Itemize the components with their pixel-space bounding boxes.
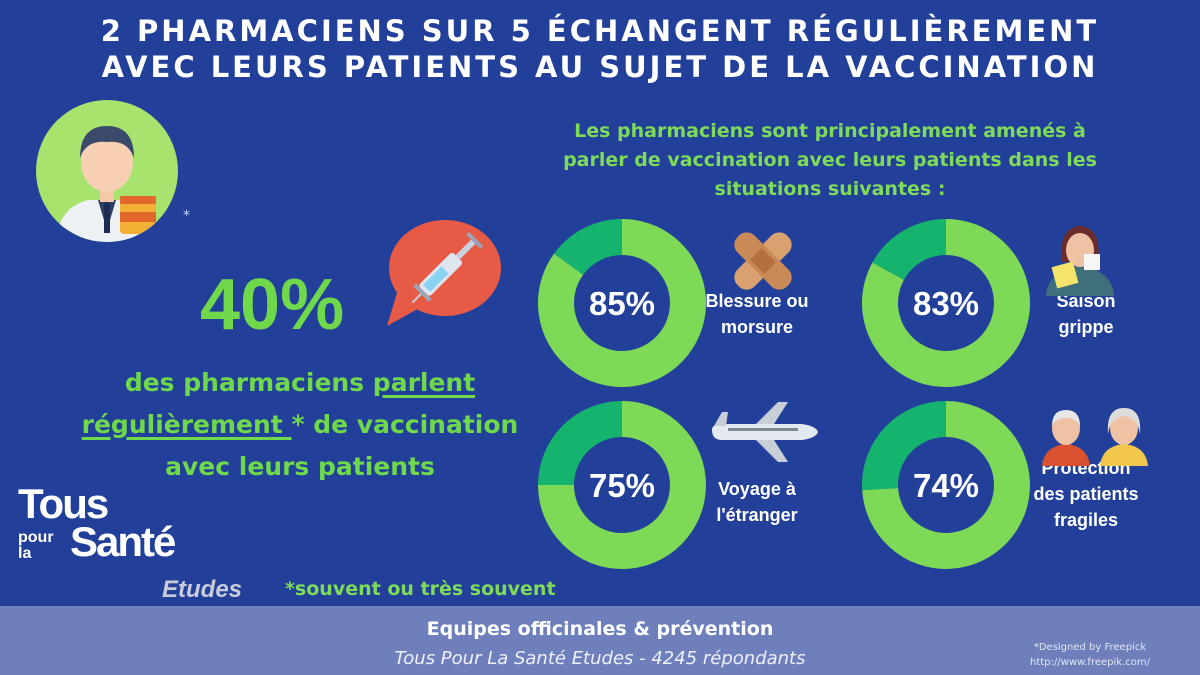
donut-category-label-1-2: morsure: [721, 317, 793, 337]
headline-text-underlined-2: régulièrement: [81, 410, 292, 439]
pharmacist-asterisk: *: [183, 208, 190, 224]
intro-line-2: parler de vaccination avec leurs patient…: [563, 149, 1097, 171]
donut-slice-value-3: [538, 401, 706, 569]
donut-category-label-2-1: Saison: [1056, 291, 1115, 311]
donut-category-label-2-2: grippe: [1058, 317, 1113, 337]
donut-category-label-1-1: Blessure ou: [705, 291, 808, 311]
title-line-1: 2 PHARMACIENS SUR 5 ÉCHANGENT RÉGULIÈREM…: [100, 14, 1100, 48]
donut-category-label-4-3: fragiles: [1054, 510, 1118, 530]
headline-line-3: avec leurs patients: [165, 452, 435, 481]
donut-slice-rest-2: [872, 219, 946, 280]
credit-line-1: *Designed by Freepick: [1033, 642, 1147, 653]
footer-line-2: Tous Pour La Santé Etudes - 4245 réponda…: [394, 648, 806, 669]
freepik-credit: *Designed by Freepick http://www.freepik…: [1005, 640, 1175, 670]
donut-value-label-2: 83%: [913, 285, 979, 322]
footer-line-1: Equipes officinales & prévention: [426, 618, 774, 640]
donut-slice-value-1: [538, 219, 706, 387]
intro-line-1: Les pharmaciens sont principalement amen…: [574, 120, 1086, 142]
logo-pour: pour: [18, 529, 54, 546]
donut-charts: 85% Blessure ou morsure 83% Saison grippe 75% V…: [538, 219, 1139, 569]
donut-category-label-3-1: Voyage à: [718, 479, 797, 499]
airplane-icon: [712, 402, 818, 462]
intro-line-3: situations suivantes :: [714, 178, 946, 200]
donut-slice-rest-1: [554, 219, 622, 275]
headline-percentage: 40%: [200, 265, 345, 345]
logo-tous: Tous: [18, 480, 109, 527]
bandage-icon: [734, 232, 792, 290]
headline-text-post-1: * de vaccination: [291, 410, 519, 439]
elderly-couple-icon: [1042, 408, 1148, 466]
pharmacist-icon: [36, 100, 178, 242]
donut-slice-value-2: [862, 219, 1031, 387]
donut-value-label-4: 74%: [913, 467, 979, 504]
logo-la: la: [18, 545, 32, 562]
donut-value-label-3: 75%: [589, 467, 655, 504]
syringe-icon: [387, 220, 501, 326]
headline-line-2: régulièrement * de vaccination: [40, 404, 560, 446]
footnote: *souvent ou très souvent: [285, 578, 556, 600]
headline-description: des pharmaciens parlent régulièrement * …: [40, 362, 560, 488]
intro-text: Les pharmaciens sont principalement amen…: [520, 117, 1140, 204]
footer-bar: [0, 606, 1200, 675]
donut-value-label-1: 85%: [589, 285, 655, 322]
donut-slice-rest-3: [538, 401, 622, 485]
headline-text-underlined-1: parlent: [372, 368, 476, 397]
title-line-2: AVEC LEURS PATIENTS AU SUJET DE LA VACCI…: [101, 50, 1099, 84]
logo-pour-la: pour la: [18, 530, 54, 562]
credit-link[interactable]: http://www.freepik.com/: [1030, 657, 1150, 668]
donut-category-label-3-2: l'étranger: [716, 505, 797, 525]
headline-line-1: des pharmaciens parlent: [40, 362, 560, 404]
donut-slice-value-4: [862, 401, 1031, 569]
logo-etudes: Etudes: [162, 576, 243, 603]
donut-category-label-4-2: des patients: [1033, 484, 1138, 504]
sick-woman-icon: [1046, 226, 1114, 296]
headline-text-pre: des pharmaciens: [124, 368, 373, 397]
donut-slice-rest-4: [862, 401, 946, 491]
logo-sante: Santé: [70, 518, 176, 565]
